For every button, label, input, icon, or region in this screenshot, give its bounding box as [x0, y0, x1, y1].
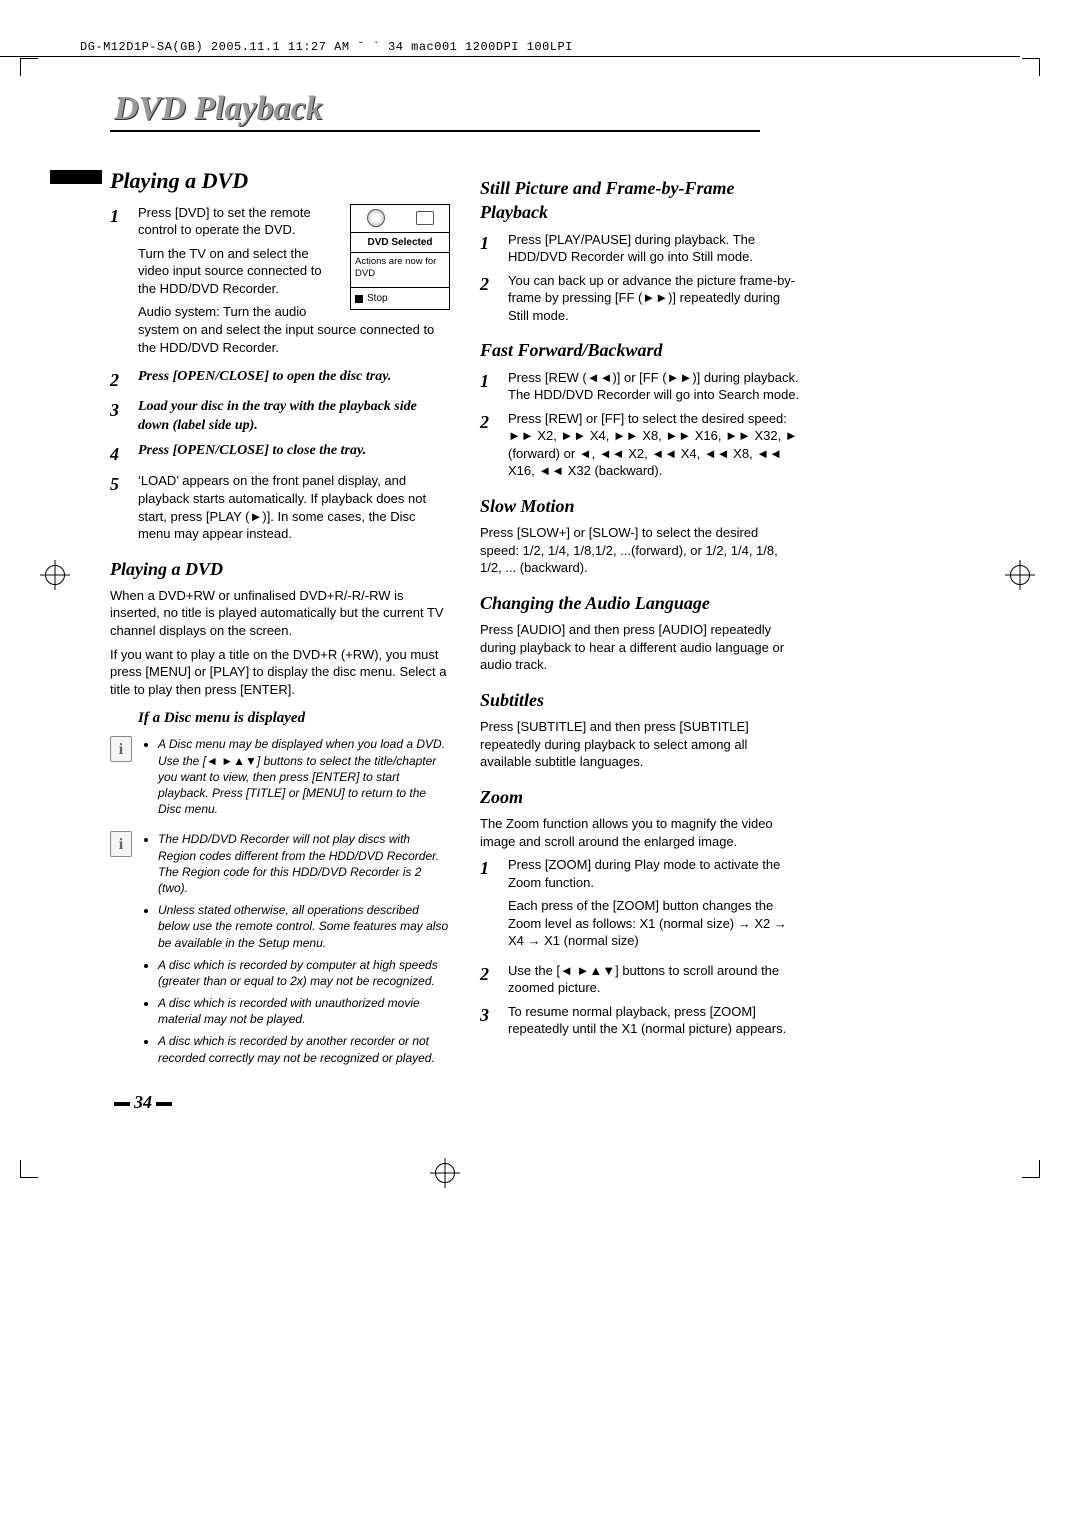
step: 2You can back up or advance the picture … [480, 272, 800, 325]
info-icon [110, 736, 132, 762]
step-text: Audio system: Turn the audio system on a… [138, 303, 450, 356]
step-2: 2 Press [OPEN/CLOSE] to open the disc tr… [110, 368, 450, 392]
left-column: Playing a DVD 1 DVD Selected Actions are… [110, 162, 450, 1114]
step-3: 3 Load your disc in the tray with the pl… [110, 398, 450, 436]
infobox-body: Actions are now for DVD [351, 253, 449, 287]
note-item: The HDD/DVD Recorder will not play discs… [158, 831, 450, 896]
step-text: Press [ZOOM] during Play mode to activat… [508, 857, 780, 890]
step-text: Load your disc in the tray with the play… [138, 398, 450, 436]
note-block: The HDD/DVD Recorder will not play discs… [110, 831, 450, 1071]
step-number: 4 [110, 442, 126, 466]
step-text: Press [DVD] to set the remote control to… [138, 205, 311, 238]
note-item: A disc which is recorded with unauthoriz… [158, 995, 450, 1027]
step: 2Use the [◄ ►▲▼] buttons to scroll aroun… [480, 962, 800, 997]
disc-icon [367, 209, 385, 227]
step-text: Each press of the [ZOOM] button changes … [508, 897, 800, 950]
paragraph: Press [SLOW+] or [SLOW-] to select the d… [480, 524, 800, 577]
crop-mark [20, 1160, 38, 1178]
step-1: 1 DVD Selected Actions are now for DVD S… [110, 204, 450, 362]
page-title-bar: DVD Playback [110, 90, 1020, 132]
stop-label: Stop [367, 292, 388, 306]
paragraph: The Zoom function allows you to magnify … [480, 815, 800, 850]
crop-mark [20, 58, 38, 76]
crop-mark [1022, 58, 1040, 76]
step-number: 5 [110, 472, 126, 542]
hdd-icon [416, 211, 434, 225]
page-number: 34 [110, 1090, 450, 1114]
subsection-heading: Changing the Audio Language [480, 591, 800, 615]
print-header: DG-M12D1P-SA(GB) 2005.11.1 11:27 AM ˘ ` … [80, 40, 573, 54]
infobox-stop: Stop [351, 287, 449, 310]
page-title: DVD Playback [110, 90, 327, 130]
subsection-heading: Subtitles [480, 688, 800, 712]
step-text: Use the [◄ ►▲▼] buttons to scroll around… [508, 962, 800, 997]
step-number: 2 [110, 368, 126, 392]
note-item: A Disc menu may be displayed when you lo… [158, 736, 450, 817]
step-number: 1 [110, 204, 126, 362]
step-text: Press [PLAY/PAUSE] during playback. The … [508, 231, 800, 266]
step-5: 5 ‘LOAD’ appears on the front panel disp… [110, 472, 450, 542]
sub-heading: If a Disc menu is displayed [138, 708, 450, 728]
subsection-heading: Still Picture and Frame-by-Frame Playbac… [480, 176, 800, 225]
step: 1Press [PLAY/PAUSE] during playback. The… [480, 231, 800, 266]
info-icon [110, 831, 132, 857]
note-block: A Disc menu may be displayed when you lo… [110, 736, 450, 823]
step: 2Press [REW] or [FF] to select the desir… [480, 410, 800, 480]
right-column: Still Picture and Frame-by-Frame Playbac… [480, 162, 800, 1114]
section-heading: Playing a DVD [110, 166, 450, 196]
stop-icon [355, 295, 363, 303]
header-rule [0, 56, 1020, 57]
step: 3To resume normal playback, press [ZOOM]… [480, 1003, 800, 1038]
step-text: Press [OPEN/CLOSE] to close the tray. [138, 442, 450, 466]
paragraph: If you want to play a title on the DVD+R… [110, 646, 450, 699]
page-body: DVD Playback Playing a DVD 1 DVD Selecte… [60, 90, 1020, 1114]
step-text: To resume normal playback, press [ZOOM] … [508, 1003, 800, 1038]
step-text: Press [REW (◄◄)] or [FF (►►)] during pla… [508, 369, 800, 404]
step-4: 4 Press [OPEN/CLOSE] to close the tray. [110, 442, 450, 466]
step-text: You can back up or advance the picture f… [508, 272, 800, 325]
paragraph: When a DVD+RW or unfinalised DVD+R/-R/-R… [110, 587, 450, 640]
step-text: ‘LOAD’ appears on the front panel displa… [138, 472, 450, 542]
step-text: Press [OPEN/CLOSE] to open the disc tray… [138, 368, 450, 392]
subsection-heading: Fast Forward/Backward [480, 338, 800, 362]
subsection-heading: Slow Motion [480, 494, 800, 518]
subsection-heading: Playing a DVD [110, 557, 450, 581]
step-number: 3 [110, 398, 126, 436]
paragraph: Press [AUDIO] and then press [AUDIO] rep… [480, 621, 800, 674]
registration-mark [430, 1158, 460, 1188]
note-item: A disc which is recorded by another reco… [158, 1033, 450, 1065]
paragraph: Press [SUBTITLE] and then press [SUBTITL… [480, 718, 800, 771]
dvd-selected-box: DVD Selected Actions are now for DVD Sto… [350, 204, 450, 311]
crop-mark [1022, 1160, 1040, 1178]
infobox-label: DVD Selected [351, 233, 449, 254]
step-text: Press [REW] or [FF] to select the desire… [508, 410, 800, 480]
note-item: A disc which is recorded by computer at … [158, 957, 450, 989]
step: 1 Press [ZOOM] during Play mode to activ… [480, 856, 800, 956]
note-item: Unless stated otherwise, all operations … [158, 902, 450, 951]
subsection-heading: Zoom [480, 785, 800, 809]
step: 1Press [REW (◄◄)] or [FF (►►)] during pl… [480, 369, 800, 404]
